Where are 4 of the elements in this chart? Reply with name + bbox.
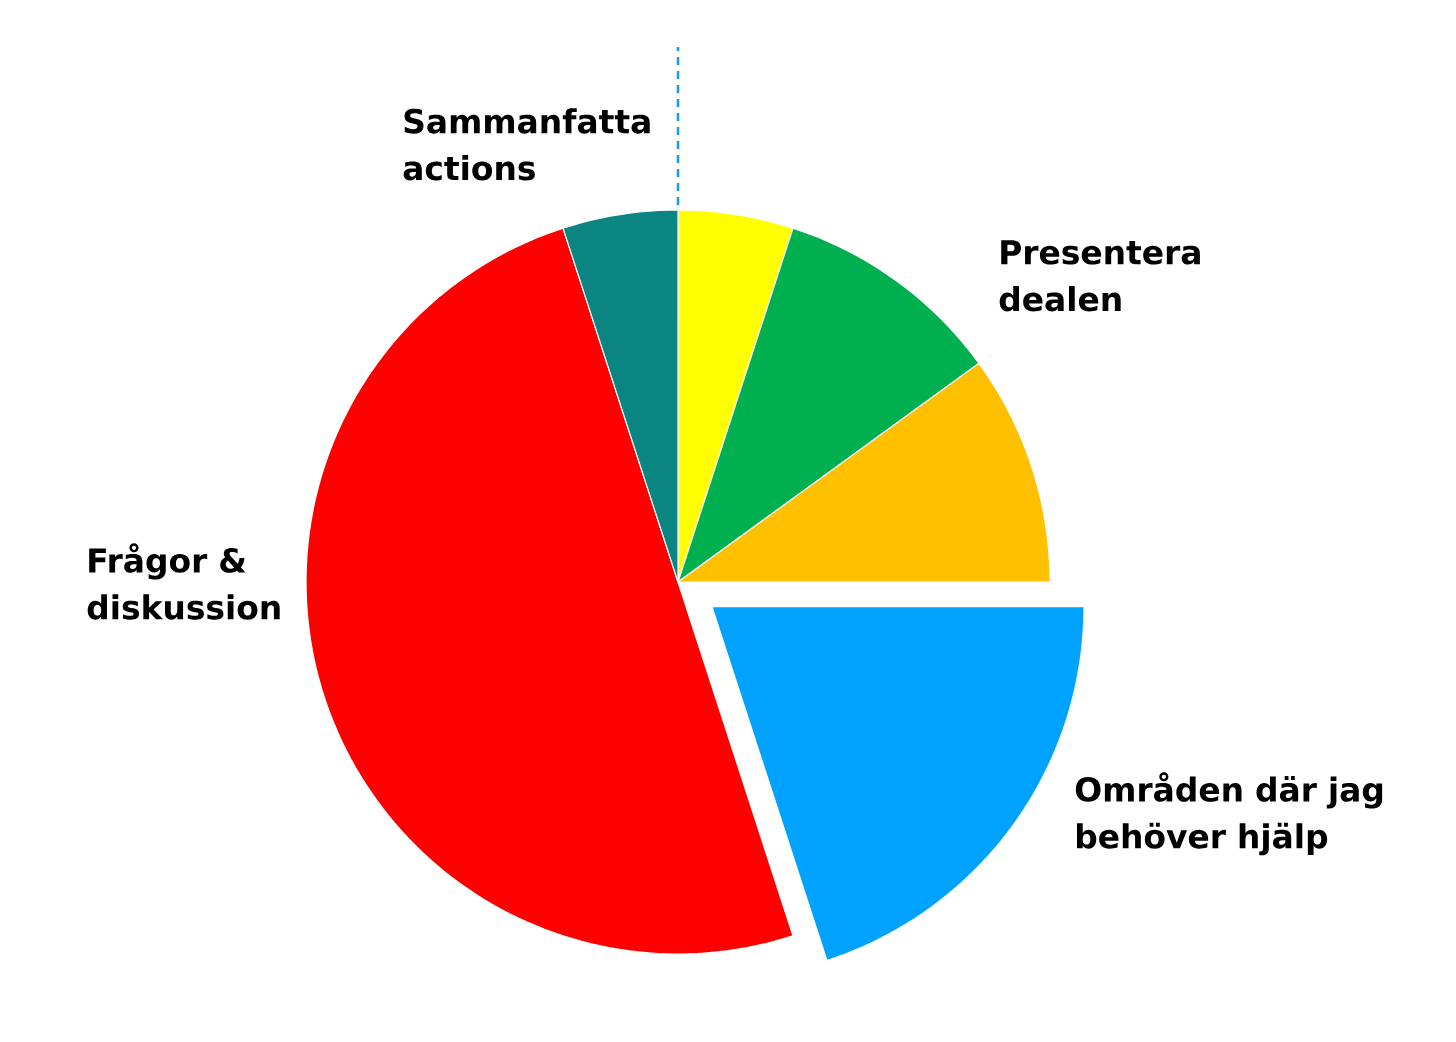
slice-label: Områden där jag behöver hjälp — [1075, 772, 1383, 856]
slice-label: Presentera dealen — [999, 240, 1200, 312]
slice-label: Frågor & diskussion — [87, 543, 280, 620]
slice-label: Sammanfatta actions — [403, 108, 650, 181]
